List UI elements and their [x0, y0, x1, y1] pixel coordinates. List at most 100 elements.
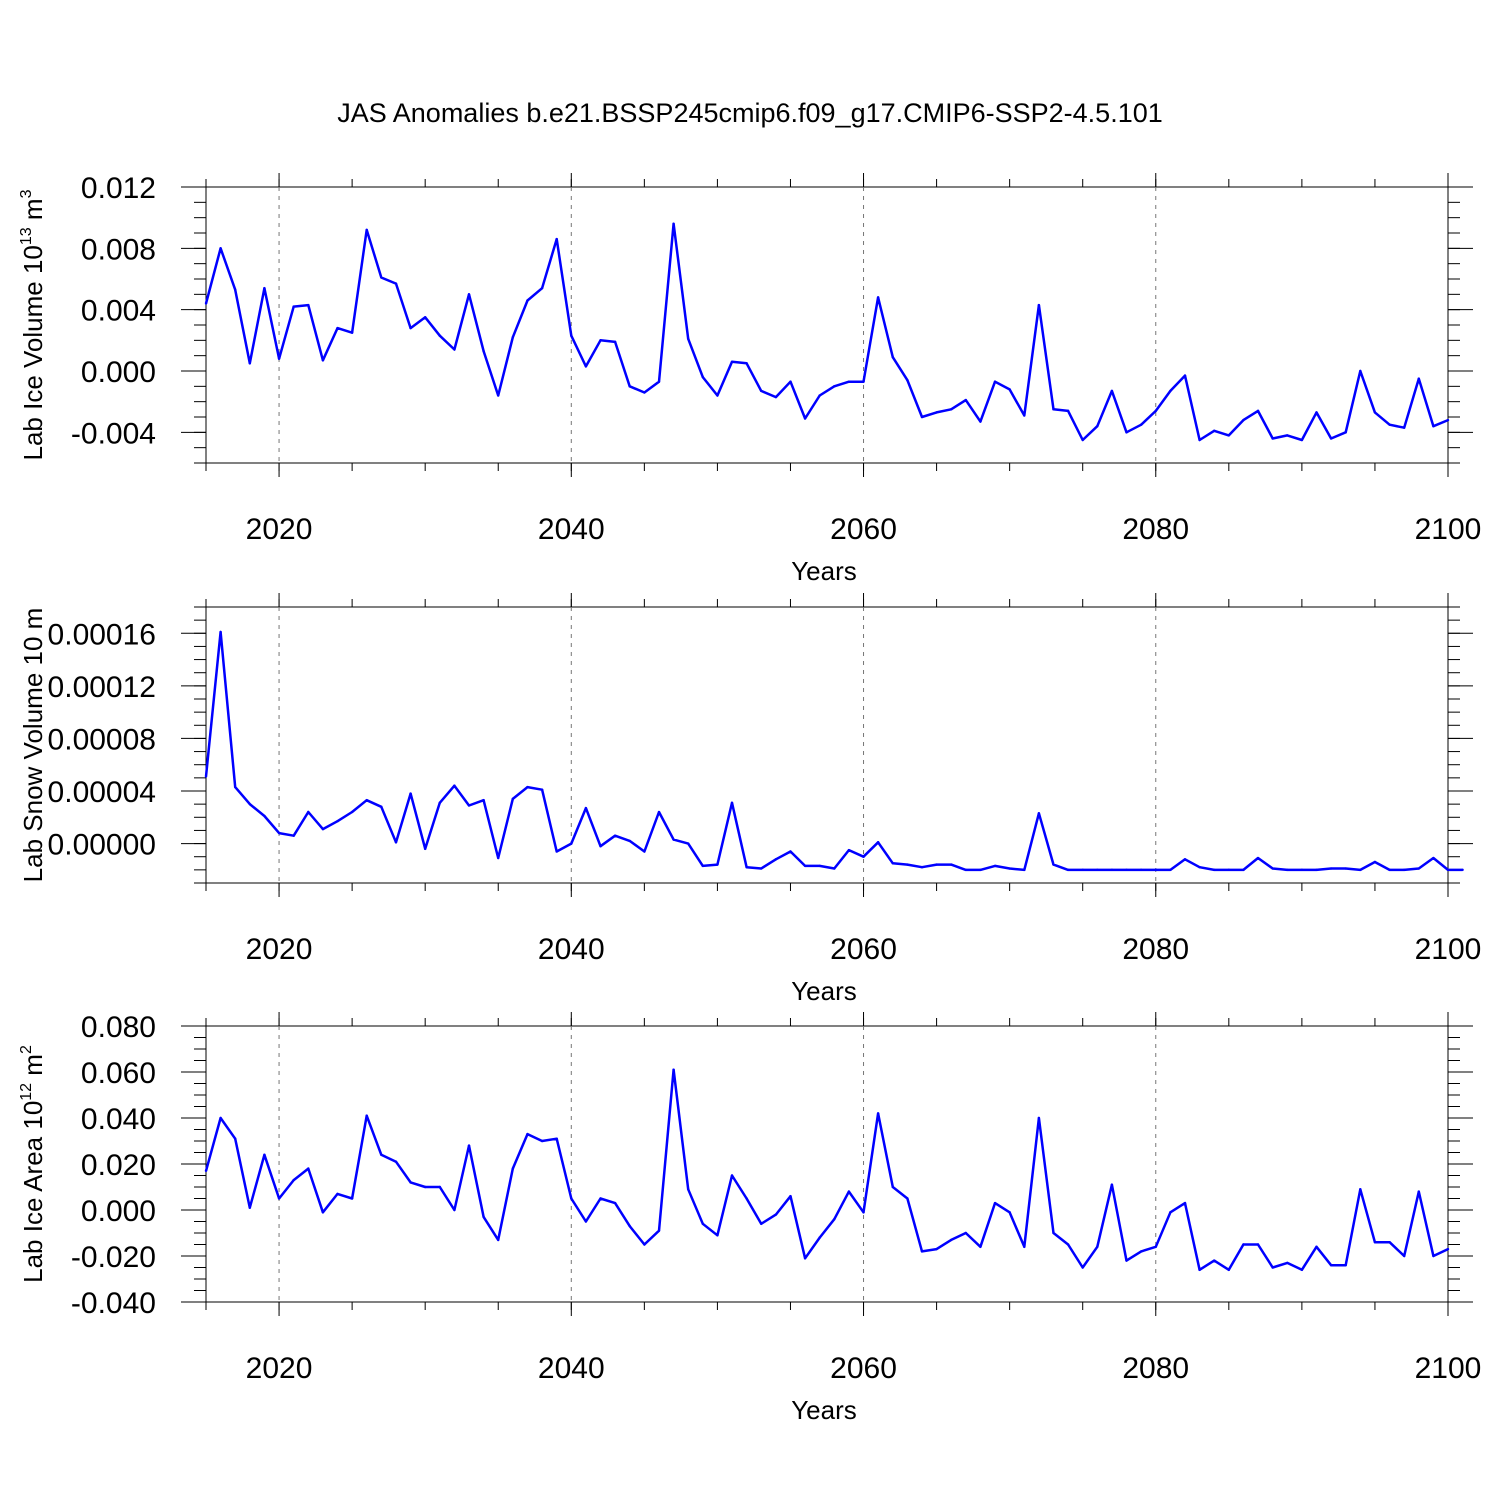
data-point: [730, 801, 734, 805]
data-point: [423, 316, 427, 319]
data-point: [643, 391, 646, 394]
data-point: [482, 799, 485, 802]
data-point: [204, 1169, 208, 1173]
data-point: [964, 868, 968, 872]
data-point: [1037, 303, 1041, 307]
data-point: [467, 804, 471, 807]
data-point: [789, 1195, 792, 1198]
data-point: [526, 785, 529, 789]
data-point: [365, 1114, 368, 1117]
data-point: [263, 1153, 266, 1157]
data-point: [1446, 418, 1450, 422]
y-tick-label: 0.00008: [48, 723, 156, 756]
x-tick-label: 2060: [830, 933, 897, 966]
data-point: [1417, 377, 1420, 380]
data-point: [511, 797, 515, 801]
data-point: [1198, 866, 1201, 869]
data-point: [745, 866, 748, 869]
data-point: [1008, 388, 1011, 391]
data-point: [234, 785, 237, 789]
data-point: [935, 863, 938, 866]
data-point: [1023, 868, 1026, 872]
plot-frame: [205, 186, 1449, 464]
y-tick-label: -0.004: [71, 417, 156, 450]
data-point: [1213, 429, 1216, 432]
data-point: [1315, 1245, 1318, 1249]
y-tick-label: 0.00004: [48, 776, 156, 809]
x-axis-label: Years: [791, 556, 857, 586]
data-point: [1402, 426, 1406, 429]
data-point: [1329, 1264, 1333, 1267]
data-point: [277, 357, 281, 360]
data-point: [409, 792, 412, 795]
data-point: [993, 380, 997, 383]
data-point: [1066, 868, 1070, 872]
data-point: [307, 810, 310, 814]
data-point: [774, 395, 778, 399]
data-point: [628, 1224, 631, 1228]
data-point: [1052, 863, 1055, 866]
data-point: [1213, 1259, 1216, 1262]
data-point: [876, 296, 880, 299]
data-point: [453, 348, 456, 351]
data-point: [380, 276, 383, 279]
data-point: [950, 1238, 953, 1242]
data-point: [1242, 868, 1245, 872]
data-point: [540, 1139, 544, 1143]
data-point: [263, 287, 266, 290]
data-point: [1271, 867, 1274, 870]
x-tick-label: 2080: [1122, 513, 1189, 546]
data-point: [833, 1218, 836, 1221]
data-point: [277, 1197, 281, 1200]
data-point: [891, 356, 894, 359]
x-axis-label: Years: [791, 1395, 857, 1425]
data-point: [1432, 856, 1435, 860]
data-point: [862, 1211, 865, 1214]
data-point: [350, 1197, 354, 1200]
data-point: [701, 375, 704, 379]
x-tick-label: 2060: [830, 513, 897, 546]
data-point: [453, 1208, 456, 1212]
y-tick-label: 0.00000: [48, 829, 156, 862]
data-point: [1286, 434, 1289, 437]
data-point: [672, 222, 675, 225]
data-point: [1110, 389, 1114, 393]
data-point: [394, 1160, 398, 1163]
x-tick-label: 2080: [1122, 933, 1189, 966]
data-point: [979, 420, 982, 423]
data-point: [555, 850, 558, 853]
x-tick-label: 2100: [1415, 513, 1482, 546]
data-point: [526, 1132, 529, 1136]
data-point: [760, 389, 763, 393]
data-point: [818, 1236, 821, 1239]
data-point: [1154, 1245, 1157, 1249]
data-point: [599, 845, 602, 848]
data-point: [613, 834, 617, 837]
data-point: [1329, 437, 1333, 440]
data-point: [1008, 867, 1011, 870]
data-point: [833, 867, 836, 870]
data-point: [979, 1245, 982, 1249]
data-point: [745, 1197, 748, 1200]
data-point: [1417, 1190, 1420, 1193]
data-point: [263, 814, 266, 818]
data-point: [760, 867, 763, 870]
data-point: [686, 337, 690, 340]
y-tick-label: 0.040: [81, 1103, 156, 1136]
data-point: [1432, 1254, 1435, 1258]
x-tick-label: 2040: [538, 513, 605, 546]
data-point: [1081, 868, 1084, 872]
data-point: [1256, 856, 1260, 860]
data-point: [1008, 1211, 1011, 1214]
data-point: [1227, 434, 1231, 437]
data-point: [570, 334, 573, 337]
y-axis-label: Lab Ice Area 1012 m2: [18, 1045, 48, 1283]
data-point: [730, 1174, 734, 1177]
data-point: [774, 1213, 778, 1216]
data-point: [599, 1197, 602, 1200]
data-point: [555, 1137, 558, 1140]
data-point: [672, 838, 675, 841]
data-point: [716, 1234, 719, 1237]
data-point: [1344, 1264, 1347, 1267]
y-tick-label: 0.00012: [48, 671, 156, 704]
